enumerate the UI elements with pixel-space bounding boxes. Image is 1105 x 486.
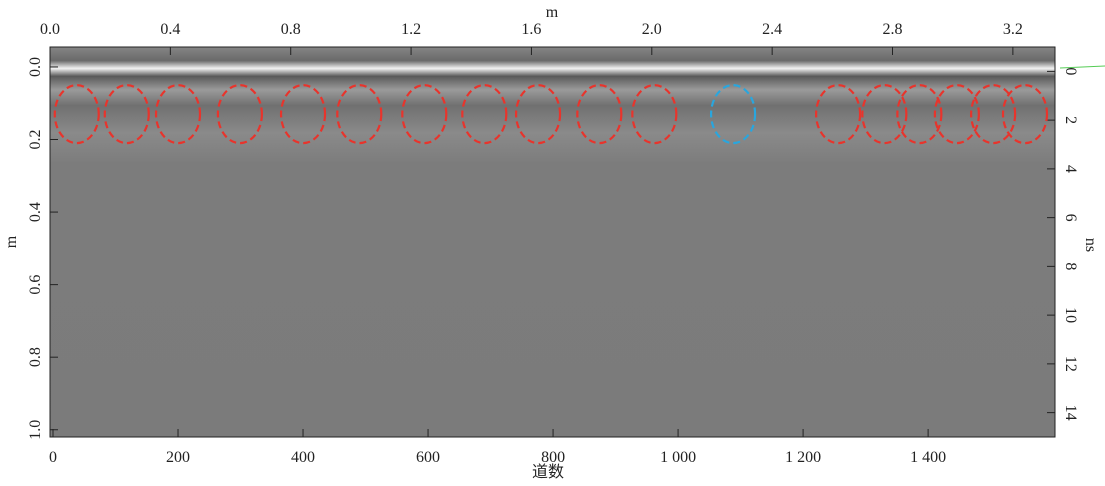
- x-tick-label: 200: [166, 449, 190, 466]
- y2-tick-label: 2: [1062, 116, 1079, 124]
- x2-tick-label: 1.6: [521, 21, 541, 38]
- x2-tick-label: 2.4: [762, 21, 782, 38]
- marker-ellipse: [154, 84, 202, 145]
- x2-tick-label: 2.8: [883, 21, 903, 38]
- marker-ellipse: [461, 84, 508, 145]
- y2-tick-label: 4: [1062, 165, 1079, 173]
- y2-tick-label: 0: [1062, 67, 1079, 75]
- y-tick-label: 0.2: [27, 130, 44, 150]
- y-tick-label: 0.4: [27, 202, 44, 222]
- y2-tick-label: 10: [1062, 307, 1079, 323]
- decoration-line: [1059, 65, 1105, 69]
- marker-ellipse: [401, 84, 448, 145]
- x2-tick-label: 2.0: [642, 21, 662, 38]
- x2-tick-label: 0.0: [40, 21, 60, 38]
- marker-ellipse: [1001, 84, 1049, 145]
- top-axis-label: m: [546, 4, 559, 21]
- bottom-axis-label: 道数: [532, 463, 564, 481]
- marker-ellipse: [631, 84, 678, 145]
- x-tick-label: 1 000: [660, 449, 696, 466]
- y-tick-label: 0.8: [27, 347, 44, 367]
- y2-tick-label: 12: [1062, 356, 1079, 372]
- marker-ellipse: [709, 84, 757, 145]
- marker-ellipse: [103, 84, 150, 145]
- marker-ellipse: [814, 84, 862, 145]
- y2-tick-label: 8: [1062, 262, 1079, 270]
- marker-ellipse: [279, 84, 327, 145]
- left-axis-label: m: [3, 235, 20, 248]
- x-tick-label: 800: [541, 449, 565, 466]
- marker-ellipse: [933, 84, 980, 145]
- marker-ellipse: [896, 84, 943, 145]
- marker-ellipse: [336, 84, 383, 145]
- right-axis-label: ns: [1082, 238, 1099, 252]
- x2-tick-label: 0.4: [160, 21, 180, 38]
- marker-ellipse: [53, 84, 100, 145]
- marker-ellipse: [514, 84, 562, 145]
- marker-ellipse: [861, 84, 908, 145]
- x-tick-label: 1 200: [785, 449, 821, 466]
- x2-tick-label: 0.8: [281, 21, 301, 38]
- marker-ellipse: [216, 84, 263, 145]
- y2-tick-label: 14: [1062, 405, 1079, 421]
- marker-ellipse: [970, 84, 1017, 145]
- x2-tick-label: 3.2: [1003, 21, 1023, 38]
- x2-tick-label: 1.2: [401, 21, 421, 38]
- y2-tick-label: 6: [1062, 214, 1079, 222]
- marker-ellipse: [576, 84, 623, 145]
- x-tick-label: 600: [416, 449, 440, 466]
- radargram-image: [50, 47, 1055, 437]
- y-tick-label: 0.0: [27, 57, 44, 77]
- x-tick-label: 0: [49, 449, 57, 466]
- x-tick-label: 400: [291, 449, 315, 466]
- plot-frame: [49, 46, 1056, 438]
- y-tick-label: 0.6: [27, 275, 44, 295]
- y-tick-label: 1.0: [27, 420, 44, 440]
- x-tick-label: 1 400: [910, 449, 946, 466]
